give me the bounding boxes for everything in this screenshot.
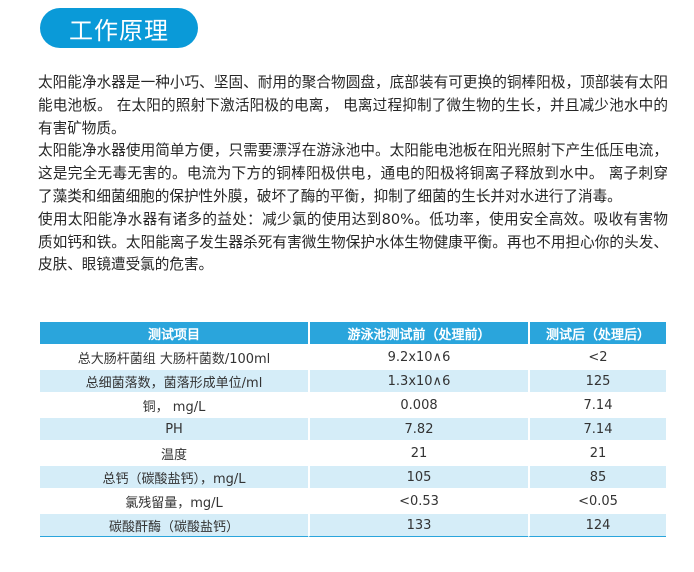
paragraph-benefits: 使用太阳能净水器有诸多的益处：减少氯的使用达到80%。低功率，使用安全高效。吸收… xyxy=(38,210,668,274)
table-row: PH 7.82 7.14 xyxy=(40,418,666,440)
paragraph-usage: 太阳能净水器使用简单方便，只需要漂浮在游泳池中。太阳能电池板在阳光照射下产生低压… xyxy=(38,142,668,205)
table-row: 总细菌落数，菌落形成单位/ml 1.3x10∧6 125 xyxy=(40,370,666,392)
description-text: 太阳能净水器是一种小巧、坚固、耐用的聚合物圆盘，底部装有可更换的铜棒阳极，顶部装… xyxy=(38,72,668,277)
header-test-item: 测试项目 xyxy=(40,322,308,344)
header-before-treatment: 游泳池测试前（处理前） xyxy=(308,322,528,344)
cell-after: 21 xyxy=(528,442,666,464)
cell-before: 0.008 xyxy=(308,394,528,416)
cell-before: 1.3x10∧6 xyxy=(308,370,528,392)
cell-test-item: 总细菌落数，菌落形成单位/ml xyxy=(40,370,308,392)
cell-after: 85 xyxy=(528,466,666,488)
cell-test-item: PH xyxy=(40,418,308,440)
table-row: 铜， mg/L 0.008 7.14 xyxy=(40,394,666,416)
test-results-table: 测试项目 游泳池测试前（处理前） 测试后（处理后） 总大肠杆菌组 大肠杆菌数/1… xyxy=(40,320,666,539)
cell-after: 7.14 xyxy=(528,418,666,440)
header-after-treatment: 测试后（处理后） xyxy=(528,322,666,344)
cell-before: 133 xyxy=(308,514,528,537)
table-row: 总钙（碳酸盐钙），mg/L 105 85 xyxy=(40,466,666,488)
cell-after: 7.14 xyxy=(528,394,666,416)
section-title-badge: 工作原理 xyxy=(40,8,198,48)
cell-test-item: 总大肠杆菌组 大肠杆菌数/100ml xyxy=(40,346,308,368)
cell-test-item: 氯残留量，mg/L xyxy=(40,490,308,512)
cell-test-item: 铜， mg/L xyxy=(40,394,308,416)
section-title: 工作原理 xyxy=(69,16,169,45)
cell-test-item: 温度 xyxy=(40,442,308,464)
table-header-row: 测试项目 游泳池测试前（处理前） 测试后（处理后） xyxy=(40,322,666,344)
table-row: 总大肠杆菌组 大肠杆菌数/100ml 9.2x10∧6 <2 xyxy=(40,346,666,368)
cell-after: <2 xyxy=(528,346,666,368)
cell-before: 105 xyxy=(308,466,528,488)
table-row: 碳酸酐酶（碳酸盐钙） 133 124 xyxy=(40,514,666,537)
cell-after: 124 xyxy=(528,514,666,537)
cell-test-item: 碳酸酐酶（碳酸盐钙） xyxy=(40,514,308,537)
cell-after: <0.05 xyxy=(528,490,666,512)
cell-before: 7.82 xyxy=(308,418,528,440)
cell-after: 125 xyxy=(528,370,666,392)
cell-before: 21 xyxy=(308,442,528,464)
cell-test-item: 总钙（碳酸盐钙），mg/L xyxy=(40,466,308,488)
table-row: 氯残留量，mg/L <0.53 <0.05 xyxy=(40,490,666,512)
cell-before: <0.53 xyxy=(308,490,528,512)
cell-before: 9.2x10∧6 xyxy=(308,346,528,368)
table-row: 温度 21 21 xyxy=(40,442,666,464)
paragraph-intro: 太阳能净水器是一种小巧、坚固、耐用的聚合物圆盘，底部装有可更换的铜棒阳极，顶部装… xyxy=(38,74,668,137)
